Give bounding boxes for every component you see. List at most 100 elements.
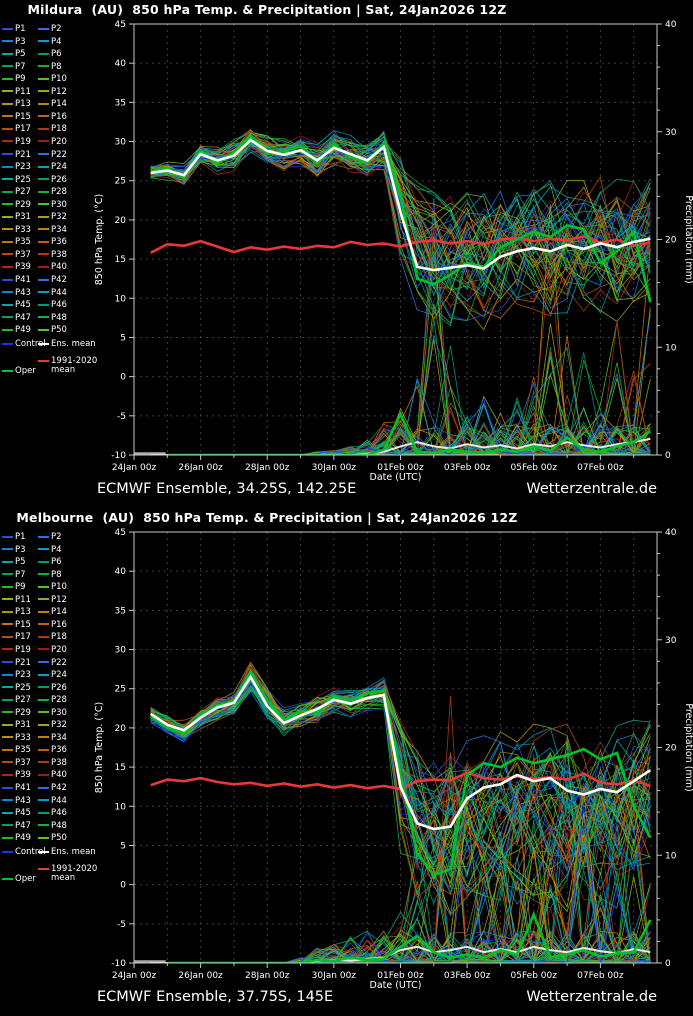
left-axis-tick-label: 5 — [120, 841, 126, 851]
legend-item: P15 — [2, 111, 31, 122]
legend-item: P27 — [2, 696, 31, 705]
left-axis-tick-label: 30 — [115, 138, 127, 148]
legend-label: P48 — [51, 820, 67, 831]
legend-color-dash — [2, 369, 13, 372]
legend-color-dash — [2, 761, 13, 764]
legend-label: P26 — [51, 174, 67, 185]
legend-color-dash — [2, 786, 13, 789]
legend-label: P35 — [15, 745, 31, 756]
legend-color-dash — [2, 824, 13, 827]
x-axis-tick-label: 28Jan 00z — [245, 463, 290, 473]
legend-color-dash — [2, 723, 13, 726]
legend-label: P5 — [15, 49, 26, 60]
legend-color-dash — [38, 867, 49, 870]
legend-color-dash — [2, 585, 13, 588]
legend-color-dash — [38, 560, 49, 563]
legend-item: P45 — [2, 301, 31, 310]
legend-label: P30 — [51, 707, 67, 718]
legend-item: P34 — [38, 225, 67, 235]
legend-color-dash — [38, 328, 49, 331]
legend-item: P5 — [2, 50, 26, 59]
legend-label: P45 — [15, 808, 31, 819]
left-axis-tick-label: 35 — [115, 98, 126, 108]
legend-label: P44 — [51, 287, 67, 298]
legend-item: mean — [38, 874, 75, 883]
legend-item: P18 — [38, 633, 67, 642]
legend-color-dash — [38, 773, 49, 776]
x-axis-tick-label: 03Feb 00z — [444, 971, 491, 981]
legend-color-dash — [2, 877, 13, 880]
legend-item: P39 — [2, 771, 31, 780]
legend-item: P31 — [2, 213, 31, 222]
x-axis-tick-label: 01Feb 00z — [377, 971, 424, 981]
legend-item: P28 — [38, 188, 67, 197]
legend-item: P42 — [38, 276, 67, 285]
left-axis-tick-label: 10 — [115, 294, 127, 304]
legend-label: P46 — [51, 808, 67, 819]
left-axis-tick-label: -5 — [117, 920, 126, 930]
legend-item: P37 — [2, 250, 31, 260]
panel-melbourne: Melbourne (AU) 850 hPa Temp. & Precipita… — [0, 508, 693, 1016]
legend-color-dash — [2, 535, 13, 538]
legend-label: P49 — [15, 325, 31, 336]
legend-color-dash — [38, 278, 49, 281]
legend-label: P47 — [15, 312, 31, 323]
legend-item: P7 — [2, 62, 26, 72]
legend-item: P25 — [2, 175, 31, 185]
legend-item: mean — [38, 366, 75, 375]
left-axis-tick-label: 25 — [115, 685, 126, 695]
x-axis-tick-label: 30Jan 00z — [312, 463, 357, 473]
legend-color-dash — [2, 265, 13, 268]
right-axis-tick-label: 0 — [665, 451, 671, 461]
legend-color-dash — [2, 153, 13, 155]
legend-label: P15 — [15, 111, 31, 122]
left-axis-tick-label: 45 — [115, 20, 126, 30]
x-axis-tick-label: 24Jan 00z — [112, 971, 157, 981]
x-axis-title: Date (UTC) — [369, 980, 422, 991]
legend-label: P31 — [15, 212, 31, 223]
legend-label: P1 — [15, 532, 26, 542]
legend-color-dash — [2, 65, 13, 68]
legend-color-dash — [2, 736, 13, 739]
legend-color-dash — [2, 77, 13, 80]
legend-color-dash — [2, 90, 13, 93]
legend-label: Ens. mean — [51, 339, 96, 349]
legend-color-dash — [38, 127, 49, 130]
legend-item: P25 — [2, 683, 31, 693]
legend-label: P42 — [51, 275, 67, 285]
legend-color-dash — [2, 661, 13, 663]
legend-label: P40 — [51, 262, 67, 273]
legend-color-dash — [38, 548, 49, 551]
left-axis-tick-label: 0 — [120, 881, 126, 891]
legend-item: P1 — [2, 25, 26, 34]
series — [134, 661, 652, 963]
x-axis-tick-label: 07Feb 00z — [577, 463, 624, 473]
legend-item: P13 — [2, 608, 31, 617]
legend-color-dash — [2, 27, 13, 30]
plot-root: 45 40 35 30 25 20 15 10 5 0 -5 -10 40 30 20 10 0 24Jan 00… — [94, 20, 693, 473]
legend-color-dash — [38, 228, 49, 231]
left-axis-tick-label: 20 — [115, 216, 127, 226]
legend-color-dash — [38, 850, 49, 853]
legend-label: P9 — [15, 582, 26, 593]
legend-item: P37 — [2, 758, 31, 768]
legend-label: P9 — [15, 74, 26, 85]
legend-color-dash — [2, 799, 13, 802]
right-axis-tick-label: 40 — [665, 528, 677, 538]
legend-item: Oper — [2, 875, 36, 884]
legend-color-dash — [2, 115, 13, 118]
legend-color-dash — [38, 610, 49, 613]
legend-label: P10 — [51, 582, 67, 593]
legend-label: P15 — [15, 619, 31, 630]
meteogram-plot: 45 40 35 30 25 20 15 10 5 0 -5 -10 40 30 20 10 0 24Jan 00… — [94, 20, 693, 473]
legend-label: P11 — [15, 594, 31, 605]
legend-color-dash — [2, 686, 13, 689]
left-axis-tick-label: 30 — [115, 646, 127, 656]
legend-item: P7 — [2, 570, 26, 580]
right-axis-tick-label: 30 — [665, 128, 677, 138]
legend-label: Oper — [15, 366, 36, 376]
legend-label: P13 — [15, 607, 31, 618]
legend-color-dash — [38, 711, 49, 714]
legend-label: P19 — [15, 644, 31, 655]
legend-color-dash — [2, 215, 13, 218]
